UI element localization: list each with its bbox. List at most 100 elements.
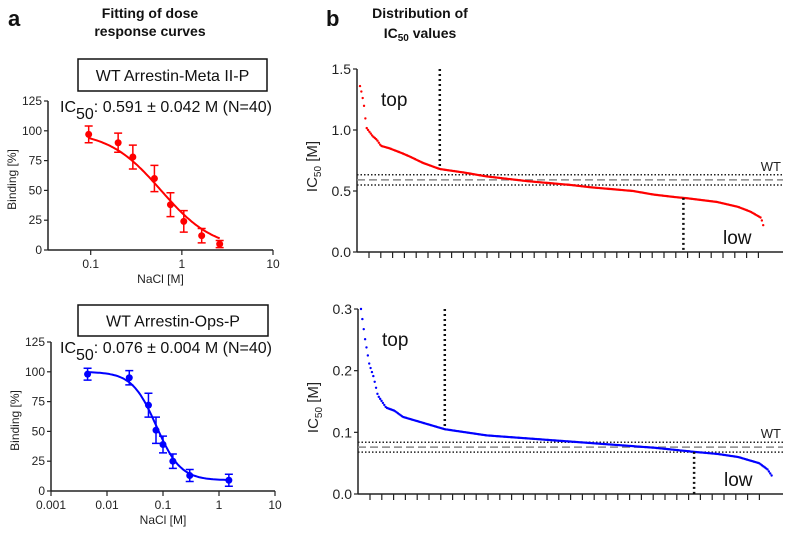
fit-curve (87, 371, 229, 481)
data-point (362, 327, 365, 331)
chart-title-box (77, 304, 269, 337)
data-point (365, 346, 368, 349)
x-tick-label: 1 (179, 257, 186, 271)
x-tick-label: 10 (268, 498, 282, 512)
y-tick-label: 75 (29, 154, 43, 168)
data-point (368, 362, 371, 365)
data-point (361, 317, 364, 321)
y-tick-label: 1.0 (332, 122, 352, 138)
data-point (381, 401, 385, 405)
data-point (114, 139, 122, 147)
data-point (359, 307, 363, 311)
x-axis-label: NaCl [M] (137, 272, 184, 286)
y-tick-label: 0.3 (333, 301, 353, 317)
top-label: top (382, 330, 408, 351)
data-point (368, 130, 371, 133)
data-point (374, 137, 378, 141)
x-axis-label: NaCl [M] (140, 513, 187, 527)
data-point (770, 474, 773, 477)
data-point (373, 380, 376, 383)
wt-label: WT (761, 426, 781, 441)
data-point (159, 441, 167, 449)
data-point (180, 217, 188, 225)
chart-title: WT Arrestin-Meta II-P (96, 68, 250, 85)
y-axis-label: Binding [%] (5, 149, 19, 210)
data-point (225, 476, 233, 484)
chart-title-box (77, 58, 268, 92)
y-tick-label: 125 (25, 335, 45, 349)
x-tick-label: 0.1 (82, 257, 99, 271)
data-point (366, 354, 370, 357)
data-point (144, 401, 152, 409)
data-point (84, 370, 92, 378)
y-axis-label: IC50 [M] (305, 382, 325, 433)
data-point (369, 132, 372, 135)
low-label: low (724, 470, 753, 491)
ic50-distribution-chart-2: 0.0 0.1 0.2 0.3 WT IC50 [M] top low (305, 301, 783, 502)
x-tick-label: 1 (216, 498, 223, 512)
data-point (377, 395, 380, 399)
data-point (364, 117, 367, 120)
top-label: top (381, 90, 407, 111)
data-point (762, 223, 765, 227)
ic50-annotation: IC50: 0.591 ± 0.042 M (N=40) (60, 99, 272, 123)
dose-response-chart-2: WT Arrestin-Ops-P IC50: 0.076 ± 0.004 M (… (8, 304, 282, 527)
y-axis-label: IC50 [M] (304, 141, 324, 192)
data-point (169, 457, 177, 465)
data-point (760, 219, 764, 222)
panel-b-label: b (326, 6, 339, 31)
data-point (376, 392, 379, 396)
dose-response-chart-1: WT Arrestin-Meta II-P IC50: 0.591 ± 0.042… (5, 58, 280, 286)
y-tick-label: 0.0 (332, 244, 352, 260)
y-tick-label: 25 (29, 213, 43, 227)
data-point (377, 141, 381, 144)
data-point (365, 126, 368, 130)
data-point (759, 216, 762, 219)
chart-title: WT Arrestin-Ops-P (106, 314, 240, 331)
data-point (380, 399, 383, 403)
y-tick-label: 50 (29, 183, 43, 197)
panel-b-title-line2: IC50 values (384, 25, 457, 44)
data-point (358, 84, 362, 88)
data-point (366, 128, 370, 132)
y-tick-label: 1.5 (332, 61, 352, 77)
y-tick-label: 0.2 (333, 363, 353, 379)
data-point (767, 470, 771, 473)
data-point (769, 472, 772, 475)
data-point (383, 403, 386, 407)
panel-b-title-line1: Distribution of (372, 5, 468, 21)
panel-a-title-line1: Fitting of dose (102, 5, 199, 21)
data-point (378, 397, 382, 401)
y-tick-label: 50 (32, 424, 46, 438)
panel-a-label: a (8, 6, 21, 31)
low-label: low (723, 228, 752, 249)
x-tick-label: 10 (266, 257, 280, 271)
data-point (129, 153, 137, 161)
data-point (166, 201, 174, 209)
y-tick-label: 0.5 (332, 183, 352, 199)
data-point (362, 104, 366, 108)
panel-a-title-line2: response curves (94, 23, 205, 39)
data-point (216, 240, 224, 248)
ic50-annotation: IC50: 0.076 ± 0.004 M (N=40) (60, 340, 272, 364)
y-tick-label: 100 (25, 365, 45, 379)
data-point (372, 374, 375, 378)
data-point (198, 232, 206, 240)
data-point (363, 338, 367, 341)
y-tick-label: 0.0 (333, 486, 353, 502)
x-tick-label: 0.001 (36, 498, 66, 512)
y-axis-label: Binding [%] (8, 390, 22, 451)
data-point (376, 139, 379, 142)
y-tick-label: 0 (35, 243, 42, 257)
data-point (374, 386, 378, 390)
y-tick-label: 125 (22, 94, 42, 108)
y-tick-label: 100 (22, 124, 42, 138)
data-point (766, 468, 769, 471)
y-tick-label: 25 (32, 454, 46, 468)
y-tick-label: 75 (32, 395, 46, 409)
data-point (369, 366, 372, 370)
x-tick-label: 0.1 (155, 498, 172, 512)
data-point (85, 130, 93, 138)
data-point (125, 374, 133, 382)
